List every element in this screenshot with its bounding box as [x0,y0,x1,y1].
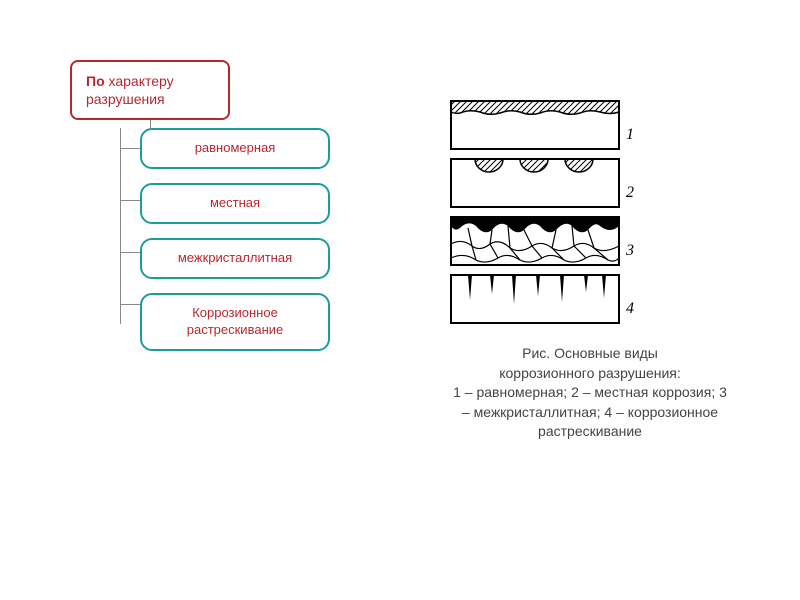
caption-line1: Рис. Основные виды [522,345,658,361]
caption-line3: 1 – равномерная; 2 – местная коррозия; 3… [453,384,727,439]
tree-h-4 [120,304,140,305]
classification-tree: По характеру разрушения равномерная мест… [70,60,350,365]
diagram-stack: 1 2 [450,100,750,324]
tree-child-1: равномерная [140,128,330,169]
tree-child-label: местная [210,195,260,210]
tree-child-label: Коррозионное растрескивание [187,305,283,337]
diagram-row-1: 1 [450,100,634,150]
tree-children: равномерная местная межкристаллитная Кор… [100,128,350,350]
tree-h-2 [120,200,140,201]
diagram-uniform [450,100,620,150]
diagram-row-2: 2 [450,158,634,208]
diagram-number: 1 [626,126,634,150]
diagram-row-4: 4 [450,274,634,324]
header-bold: По [86,73,105,89]
tree-drop [150,120,151,128]
tree-header: По характеру разрушения [70,60,230,120]
diagram-local [450,158,620,208]
tree-trunk [120,128,121,324]
tree-child-2: местная [140,183,330,224]
tree-h-1 [120,148,140,149]
diagram-number: 3 [626,242,634,266]
tree-h-3 [120,252,140,253]
tree-child-3: межкристаллитная [140,238,330,279]
caption-line2: коррозионного разрушения: [499,365,681,381]
tree-child-label: равномерная [195,140,276,155]
figure-caption: Рис. Основные виды коррозионного разруше… [450,344,730,442]
diagram-intergranular [450,216,620,266]
diagram-number: 4 [626,300,634,324]
tree-child-4: Коррозионное растрескивание [140,293,330,351]
diagram-number: 2 [626,184,634,208]
diagram-cracking [450,274,620,324]
diagrams-panel: 1 2 [450,100,750,442]
diagram-row-3: 3 [450,216,634,266]
tree-child-label: межкристаллитная [178,250,292,265]
